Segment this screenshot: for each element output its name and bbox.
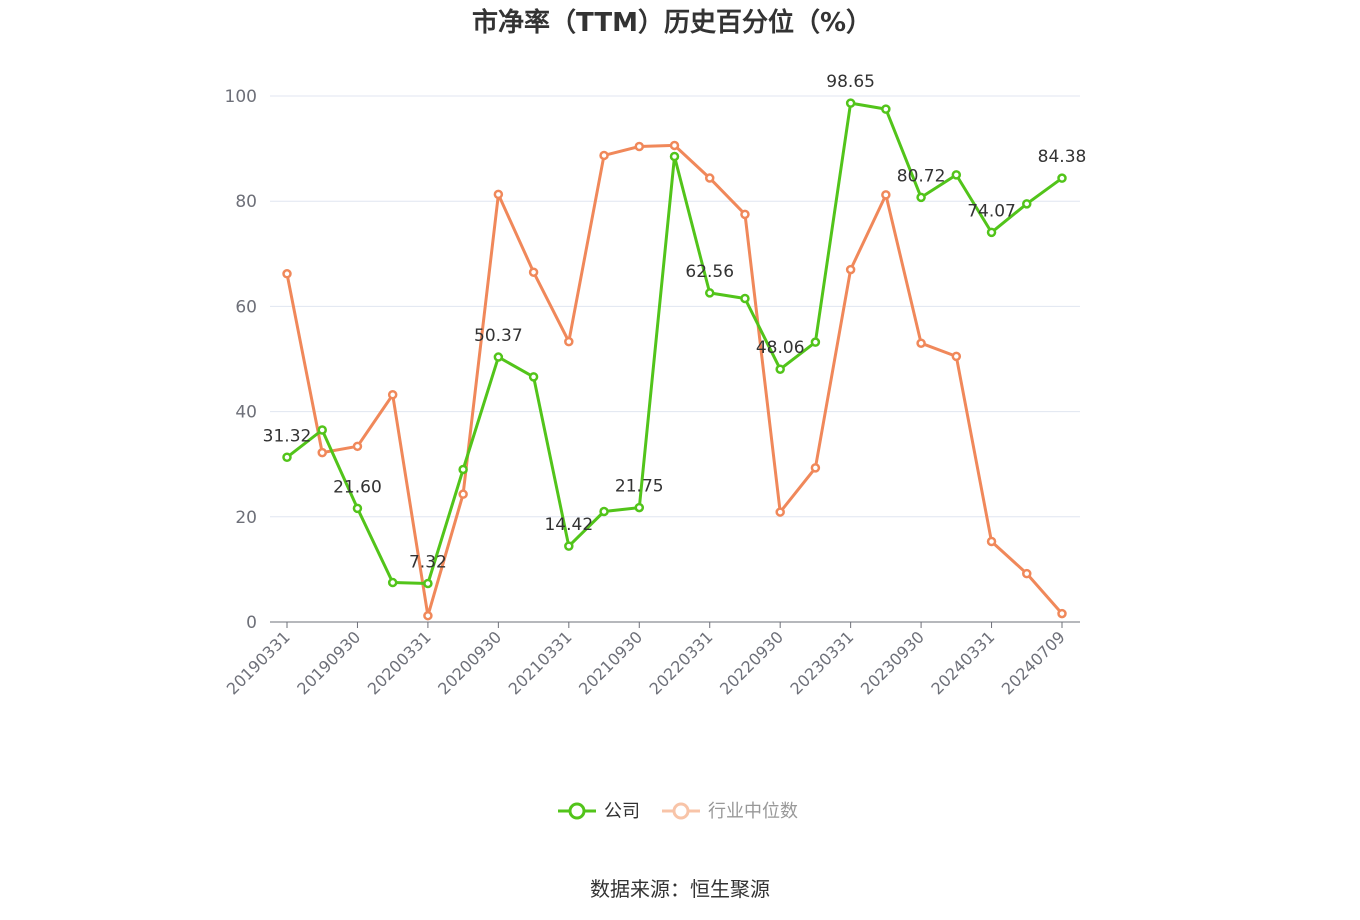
data-point[interactable] [704,288,715,298]
legend-company-label: 公司 [604,801,640,822]
data-point[interactable] [810,337,821,347]
data-point[interactable] [387,390,398,400]
data-point[interactable] [528,267,539,277]
data-label: 21.75 [615,477,664,497]
legend-company-marker [568,802,586,820]
data-point[interactable] [951,351,962,362]
data-point[interactable] [352,441,363,452]
series-line [286,101,1063,585]
x-tick-label: 20240331 [927,627,998,698]
data-point[interactable] [669,140,680,151]
data-point[interactable] [564,541,574,551]
series-layer [282,98,1067,621]
data-label: 7.32 [409,552,447,572]
data-point[interactable] [1057,608,1067,619]
legend-item-company[interactable]: 公司 [558,801,640,822]
series-industry-median [282,140,1067,621]
y-tick-label: 80 [235,192,257,212]
data-point[interactable] [740,209,750,220]
data-point[interactable] [704,173,715,183]
data-point[interactable] [634,141,645,152]
grid-lines [270,95,1080,518]
y-tick-label: 20 [235,508,257,528]
data-point[interactable] [599,150,609,161]
x-tick-label: 20210331 [505,627,576,698]
data-point[interactable] [282,452,292,463]
data-label: 50.37 [474,326,523,346]
x-tick-label: 20190930 [293,627,364,698]
legend[interactable]: 公司 行业中位数 [558,801,798,822]
data-source: 数据来源：恒生聚源 [590,877,770,901]
data-point[interactable] [423,578,433,589]
data-point[interactable] [317,447,327,458]
data-point[interactable] [986,227,997,238]
data-point[interactable] [986,536,997,547]
x-tick-label: 20200930 [434,627,505,698]
data-point[interactable] [458,464,468,475]
data-point[interactable] [387,577,398,588]
data-point[interactable] [810,463,821,473]
x-tick-label: 20240709 [998,627,1069,698]
x-tick-label: 20230331 [786,627,857,698]
data-point[interactable] [951,170,962,180]
data-labels: 31.32 21.60 7.32 50.37 14.42 21.75 62.56 48.06 9… [263,72,1087,572]
x-tick-label: 20190331 [223,627,294,698]
data-point[interactable] [1057,173,1067,183]
data-point[interactable] [599,506,609,517]
x-tick-label: 20220331 [646,627,717,698]
data-point[interactable] [881,104,891,114]
data-point[interactable] [775,364,785,374]
y-tick-label: 60 [235,297,257,317]
data-point[interactable] [916,338,926,348]
data-point[interactable] [775,507,785,517]
y-tick-label: 100 [225,87,257,107]
data-label: 31.32 [263,426,312,446]
data-label: 21.60 [333,477,382,497]
data-point[interactable] [1022,568,1032,579]
y-tick-label: 40 [235,403,257,423]
data-label: 98.65 [826,72,875,92]
data-point[interactable] [493,352,504,362]
series-company [282,98,1067,589]
data-point[interactable] [881,190,891,200]
data-point[interactable] [634,502,645,513]
data-point[interactable] [493,189,504,200]
data-point[interactable] [564,336,574,347]
data-label: 84.38 [1038,147,1087,167]
data-point[interactable] [845,264,856,275]
data-point[interactable] [1022,199,1032,209]
y-tick-label: 0 [246,613,257,633]
data-point[interactable] [423,610,433,621]
data-label: 48.06 [756,338,805,358]
data-point[interactable] [916,192,926,203]
legend-item-industry-median[interactable]: 行业中位数 [662,801,798,822]
data-point[interactable] [740,293,750,304]
data-point[interactable] [458,489,468,499]
x-tick-label: 20230930 [857,627,928,698]
x-axis: 20190331 20190930 20200331 20200930 20210331… [223,621,1080,698]
chart-title: 市净率（TTM）历史百分位（%） [472,7,872,38]
data-point[interactable] [282,269,292,279]
data-label: 80.72 [897,166,946,186]
data-label: 74.07 [967,201,1016,221]
y-axis: 0 20 40 60 80 100 [225,87,257,633]
data-label: 14.42 [544,515,593,535]
data-label: 62.56 [685,262,734,282]
legend-industry-marker [672,802,690,820]
data-point[interactable] [845,98,856,108]
data-point[interactable] [528,372,539,382]
data-point[interactable] [352,503,363,514]
data-point[interactable] [317,425,327,435]
data-point[interactable] [669,151,680,162]
series-line [285,143,1064,618]
x-tick-label: 20220930 [716,627,787,698]
x-tick-label: 20200331 [364,627,435,698]
x-tick-label: 20210930 [575,627,646,698]
legend-industry-label: 行业中位数 [708,801,798,822]
